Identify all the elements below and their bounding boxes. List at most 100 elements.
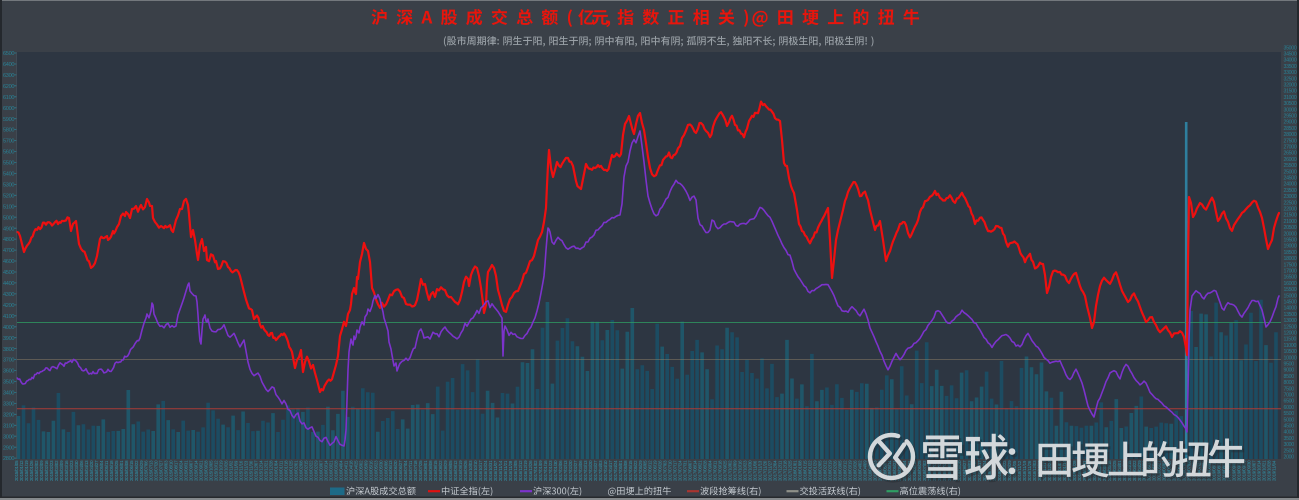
svg-text:2019/10/07: 2019/10/07 <box>1252 460 1257 481</box>
svg-text:2017/04/17: 2017/04/17 <box>608 460 613 481</box>
svg-text:2017/01/09: 2017/01/09 <box>538 460 543 481</box>
svg-text:2015/08/17: 2015/08/17 <box>174 460 179 481</box>
svg-text:2015/07/06: 2015/07/06 <box>144 460 149 481</box>
svg-text:2017/11/13: 2017/11/13 <box>758 460 763 481</box>
svg-text:2017/04/10: 2017/04/10 <box>603 460 608 481</box>
svg-text:10500: 10500 <box>1284 349 1297 355</box>
svg-text:2016/07/25: 2016/07/25 <box>418 460 423 481</box>
svg-text:2018/03/12: 2018/03/12 <box>842 460 847 481</box>
svg-text:4900: 4900 <box>3 226 14 232</box>
svg-text:2015/07/27: 2015/07/27 <box>159 460 164 481</box>
svg-text:21000: 21000 <box>1284 219 1297 225</box>
svg-text:2018/12/03: 2018/12/03 <box>1032 460 1037 481</box>
svg-text:2015/06/01: 2015/06/01 <box>119 460 124 481</box>
svg-text:20000: 20000 <box>1284 231 1297 237</box>
svg-text:3200: 3200 <box>3 412 14 418</box>
svg-text:2015/10/19: 2015/10/19 <box>219 460 224 481</box>
svg-text:23500: 23500 <box>1284 188 1297 194</box>
svg-text:28500: 28500 <box>1284 126 1297 132</box>
svg-text:5100: 5100 <box>3 204 14 210</box>
svg-text:2016/11/21: 2016/11/21 <box>503 460 508 481</box>
svg-text:2015/11/30: 2015/11/30 <box>249 460 254 481</box>
svg-text:2019/06/03: 2019/06/03 <box>1162 460 1167 481</box>
svg-text:2019/03/25: 2019/03/25 <box>1112 460 1117 481</box>
svg-text:2017/06/19: 2017/06/19 <box>653 460 658 481</box>
svg-text:2016/05/23: 2016/05/23 <box>373 460 378 481</box>
svg-text:2017/09/11: 2017/09/11 <box>713 460 718 481</box>
svg-text:2015/06/15: 2015/06/15 <box>129 460 134 481</box>
svg-text:2017/11/20: 2017/11/20 <box>763 460 768 481</box>
svg-text:5800: 5800 <box>3 128 14 134</box>
svg-text:2016/12/12: 2016/12/12 <box>518 460 523 481</box>
svg-text:2019/04/29: 2019/04/29 <box>1137 460 1142 481</box>
svg-text:2017/10/23: 2017/10/23 <box>743 460 748 481</box>
svg-text:2018/01/22: 2018/01/22 <box>807 460 812 481</box>
svg-text:22000: 22000 <box>1284 207 1297 213</box>
svg-text:2019/09/23: 2019/09/23 <box>1242 460 1247 481</box>
svg-text:2019/10/14: 2019/10/14 <box>1257 460 1262 481</box>
svg-text:2015/01/12: 2015/01/12 <box>19 460 24 481</box>
svg-text:2016/10/10: 2016/10/10 <box>473 460 478 481</box>
svg-text:3600: 3600 <box>3 369 14 375</box>
svg-text:2018/03/26: 2018/03/26 <box>852 460 857 481</box>
svg-text:4700: 4700 <box>3 248 14 254</box>
svg-text:2019/03/11: 2019/03/11 <box>1102 460 1107 481</box>
svg-text:32500: 32500 <box>1284 76 1297 82</box>
svg-text:15500: 15500 <box>1284 287 1297 293</box>
svg-text:24000: 24000 <box>1284 182 1297 188</box>
svg-text:2019/03/18: 2019/03/18 <box>1107 460 1112 481</box>
svg-text:2019/08/19: 2019/08/19 <box>1217 460 1222 481</box>
svg-text:4100: 4100 <box>3 314 14 320</box>
svg-text:2019/02/18: 2019/02/18 <box>1087 460 1092 481</box>
svg-text:4000: 4000 <box>3 325 14 331</box>
svg-text:2017/10/02: 2017/10/02 <box>728 460 733 481</box>
svg-text:2017/01/02: 2017/01/02 <box>533 460 538 481</box>
svg-text:27500: 27500 <box>1284 138 1297 144</box>
svg-text:8500: 8500 <box>1284 374 1295 380</box>
svg-text:34000: 34000 <box>1284 58 1297 64</box>
svg-text:2018/08/27: 2018/08/27 <box>962 460 967 481</box>
svg-text:2015/10/12: 2015/10/12 <box>214 460 219 481</box>
svg-text:2015/10/26: 2015/10/26 <box>224 460 229 481</box>
svg-text:10000: 10000 <box>1284 355 1297 361</box>
svg-text:30500: 30500 <box>1284 101 1297 107</box>
svg-text:2017/03/06: 2017/03/06 <box>578 460 583 481</box>
svg-text:18500: 18500 <box>1284 250 1297 256</box>
svg-text:2015/08/03: 2015/08/03 <box>164 460 169 481</box>
svg-text:25500: 25500 <box>1284 163 1297 169</box>
svg-text:2017/11/27: 2017/11/27 <box>768 460 773 481</box>
svg-text:2015/12/14: 2015/12/14 <box>259 460 264 481</box>
svg-text:2018/04/16: 2018/04/16 <box>867 460 872 481</box>
svg-text:4800: 4800 <box>3 237 14 243</box>
svg-text:6100: 6100 <box>3 95 14 101</box>
svg-text:2015/06/29: 2015/06/29 <box>139 460 144 481</box>
svg-text:2015/04/13: 2015/04/13 <box>84 460 89 481</box>
svg-text:2018/05/28: 2018/05/28 <box>897 460 902 481</box>
svg-text:15000: 15000 <box>1284 293 1297 299</box>
svg-text:2015/09/28: 2015/09/28 <box>204 460 209 481</box>
svg-text:2017/05/08: 2017/05/08 <box>623 460 628 481</box>
svg-text:2017/07/03: 2017/07/03 <box>663 460 668 481</box>
svg-text:5900: 5900 <box>3 117 14 123</box>
svg-text:2019/08/05: 2019/08/05 <box>1207 460 1212 481</box>
svg-text:2017/06/26: 2017/06/26 <box>658 460 663 481</box>
svg-text:2017/04/03: 2017/04/03 <box>598 460 603 481</box>
svg-text:4500: 4500 <box>3 270 14 276</box>
svg-text:6000: 6000 <box>3 106 14 112</box>
svg-text:5300: 5300 <box>3 183 14 189</box>
svg-text:2016/10/03: 2016/10/03 <box>468 460 473 481</box>
svg-text:2017/05/29: 2017/05/29 <box>638 460 643 481</box>
svg-text:2017/02/06: 2017/02/06 <box>558 460 563 481</box>
svg-text:20500: 20500 <box>1284 225 1297 231</box>
svg-text:2015/10/05: 2015/10/05 <box>209 460 214 481</box>
svg-text:6000: 6000 <box>1284 405 1295 411</box>
svg-text:2018/03/05: 2018/03/05 <box>837 460 842 481</box>
svg-text:2015/11/16: 2015/11/16 <box>239 460 244 481</box>
svg-text:2017/05/15: 2017/05/15 <box>628 460 633 481</box>
svg-text:3500: 3500 <box>1284 436 1295 442</box>
svg-text:14500: 14500 <box>1284 300 1297 306</box>
svg-text:2018/11/26: 2018/11/26 <box>1027 460 1032 481</box>
svg-text:2017/08/21: 2017/08/21 <box>698 460 703 481</box>
svg-text:2018/07/02: 2018/07/02 <box>922 460 927 481</box>
svg-text:2018/02/26: 2018/02/26 <box>832 460 837 481</box>
